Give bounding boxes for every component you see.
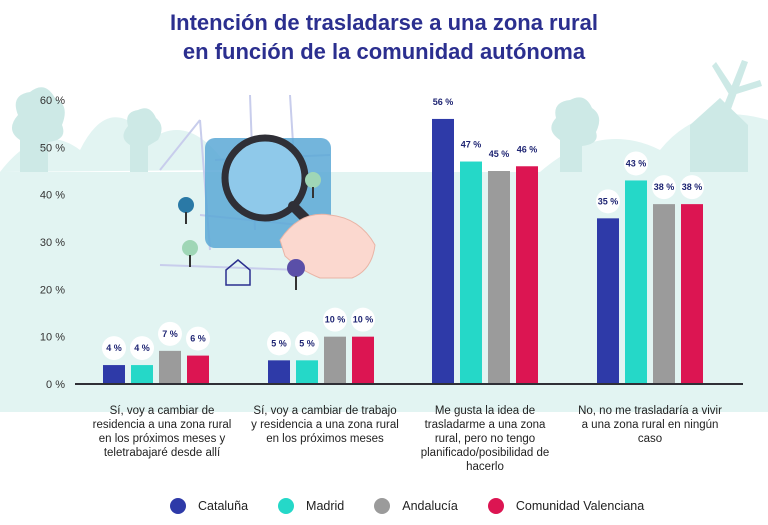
bar [516,166,538,384]
bar [296,360,318,384]
data-label-bubble [267,331,291,356]
data-label-bubble [459,132,483,157]
y-tick-label: 10 % [40,332,65,344]
data-label-bubble [624,151,648,176]
data-label-bubble [158,321,182,346]
data-label-bubble [323,307,347,332]
data-label: 6 % [190,334,206,344]
y-tick-label: 60 % [40,95,65,107]
chart-title: Intención de trasladarse a una zona rura… [0,8,768,66]
bar [324,336,346,384]
y-tick-label: 20 % [40,284,65,296]
data-label: 10 % [325,315,346,325]
tree-icon [178,172,321,290]
data-label-bubble [186,326,210,351]
data-label: 47 % [461,140,482,150]
legend-swatch [170,498,186,514]
y-tick-label: 0 % [46,379,65,391]
bar [159,350,181,384]
data-label-bubble [487,142,511,166]
bar [597,218,619,384]
data-label-bubble [295,331,319,356]
data-label-bubble [515,137,539,162]
legend-label: Cataluña [198,499,249,513]
hand [279,213,376,279]
data-label-bubble [351,307,375,332]
y-tick-label: 30 % [40,237,65,249]
legend-label: Comunidad Valenciana [515,499,645,513]
bar [268,360,290,384]
category-label-1: Sí, voy a cambiar de residencia a una zo… [92,405,232,459]
bar [653,204,675,384]
bar [681,204,703,384]
bars [103,118,703,384]
bar [103,365,125,384]
data-label: 5 % [299,338,315,348]
data-label-bubble [652,175,676,200]
category-label-3: Me gusta la idea de trasladarme a una zo… [420,405,550,473]
data-label-bubble [130,336,154,361]
legend-item-comunidad-valenciana: Comunidad Valenciana [487,498,645,514]
house-icon [225,259,251,286]
y-tick-label: 50 % [40,142,65,154]
bar [488,171,510,384]
data-label: 4 % [106,343,122,353]
data-label: 45 % [489,149,510,159]
tree-left [11,87,65,172]
title-line-2: en función de la comunidad autónoma [182,39,586,64]
data-label: 35 % [598,196,619,206]
data-label: 7 % [162,329,178,339]
legend-item-madrid: Madrid [278,498,344,514]
data-label: 5 % [271,338,287,348]
title-line-1: Intención de trasladarse a una zona rura… [170,10,598,35]
bar [187,355,209,384]
legend-swatch [487,498,504,514]
category-label-4: No, no me trasladaría a vivir a una zona… [578,405,722,445]
data-label-bubble [596,189,620,214]
data-label-bubble [431,89,455,114]
legend-swatch [278,498,295,514]
bar [432,118,454,384]
y-axis: 0 % 10 % 20 % 30 % 40 % 50 % 60 % [40,95,65,391]
data-label: 46 % [517,144,538,154]
category-label-2: Sí, voy a cambiar de trabajo y residenci… [251,405,399,445]
data-label: 10 % [353,315,374,325]
data-label: 56 % [433,97,454,107]
tree-right [551,97,600,172]
legend-item-andalucia: Andalucía [374,498,458,514]
data-label: 43 % [626,158,647,168]
left-hills [0,117,230,172]
bar [625,180,647,384]
data-label: 4 % [134,343,150,353]
magnifier-lens [221,134,309,222]
legend: Cataluña Madrid Andalucía Comunidad Vale… [170,498,668,514]
legend-item-cataluna: Cataluña [170,498,248,514]
bar [460,161,482,384]
magnifier-map-illustration [159,94,376,290]
legend-label: Madrid [306,499,345,513]
legend-label: Andalucía [402,499,458,513]
y-tick-label: 40 % [40,190,65,202]
data-label-bubble [680,175,704,200]
house-icon [690,98,748,172]
bar [131,365,153,384]
data-labels: 4 % 5 % 56 % 35 % 4 % 5 % 47 % 43 % 7 % 10 % 45 % 3… [102,89,704,361]
data-label: 38 % [682,182,703,192]
data-label-bubble [102,336,126,361]
tree-left-small [123,108,162,172]
bar [352,336,374,384]
windmill-icon [712,60,762,112]
legend-swatch [374,498,391,514]
data-label: 38 % [654,182,675,192]
